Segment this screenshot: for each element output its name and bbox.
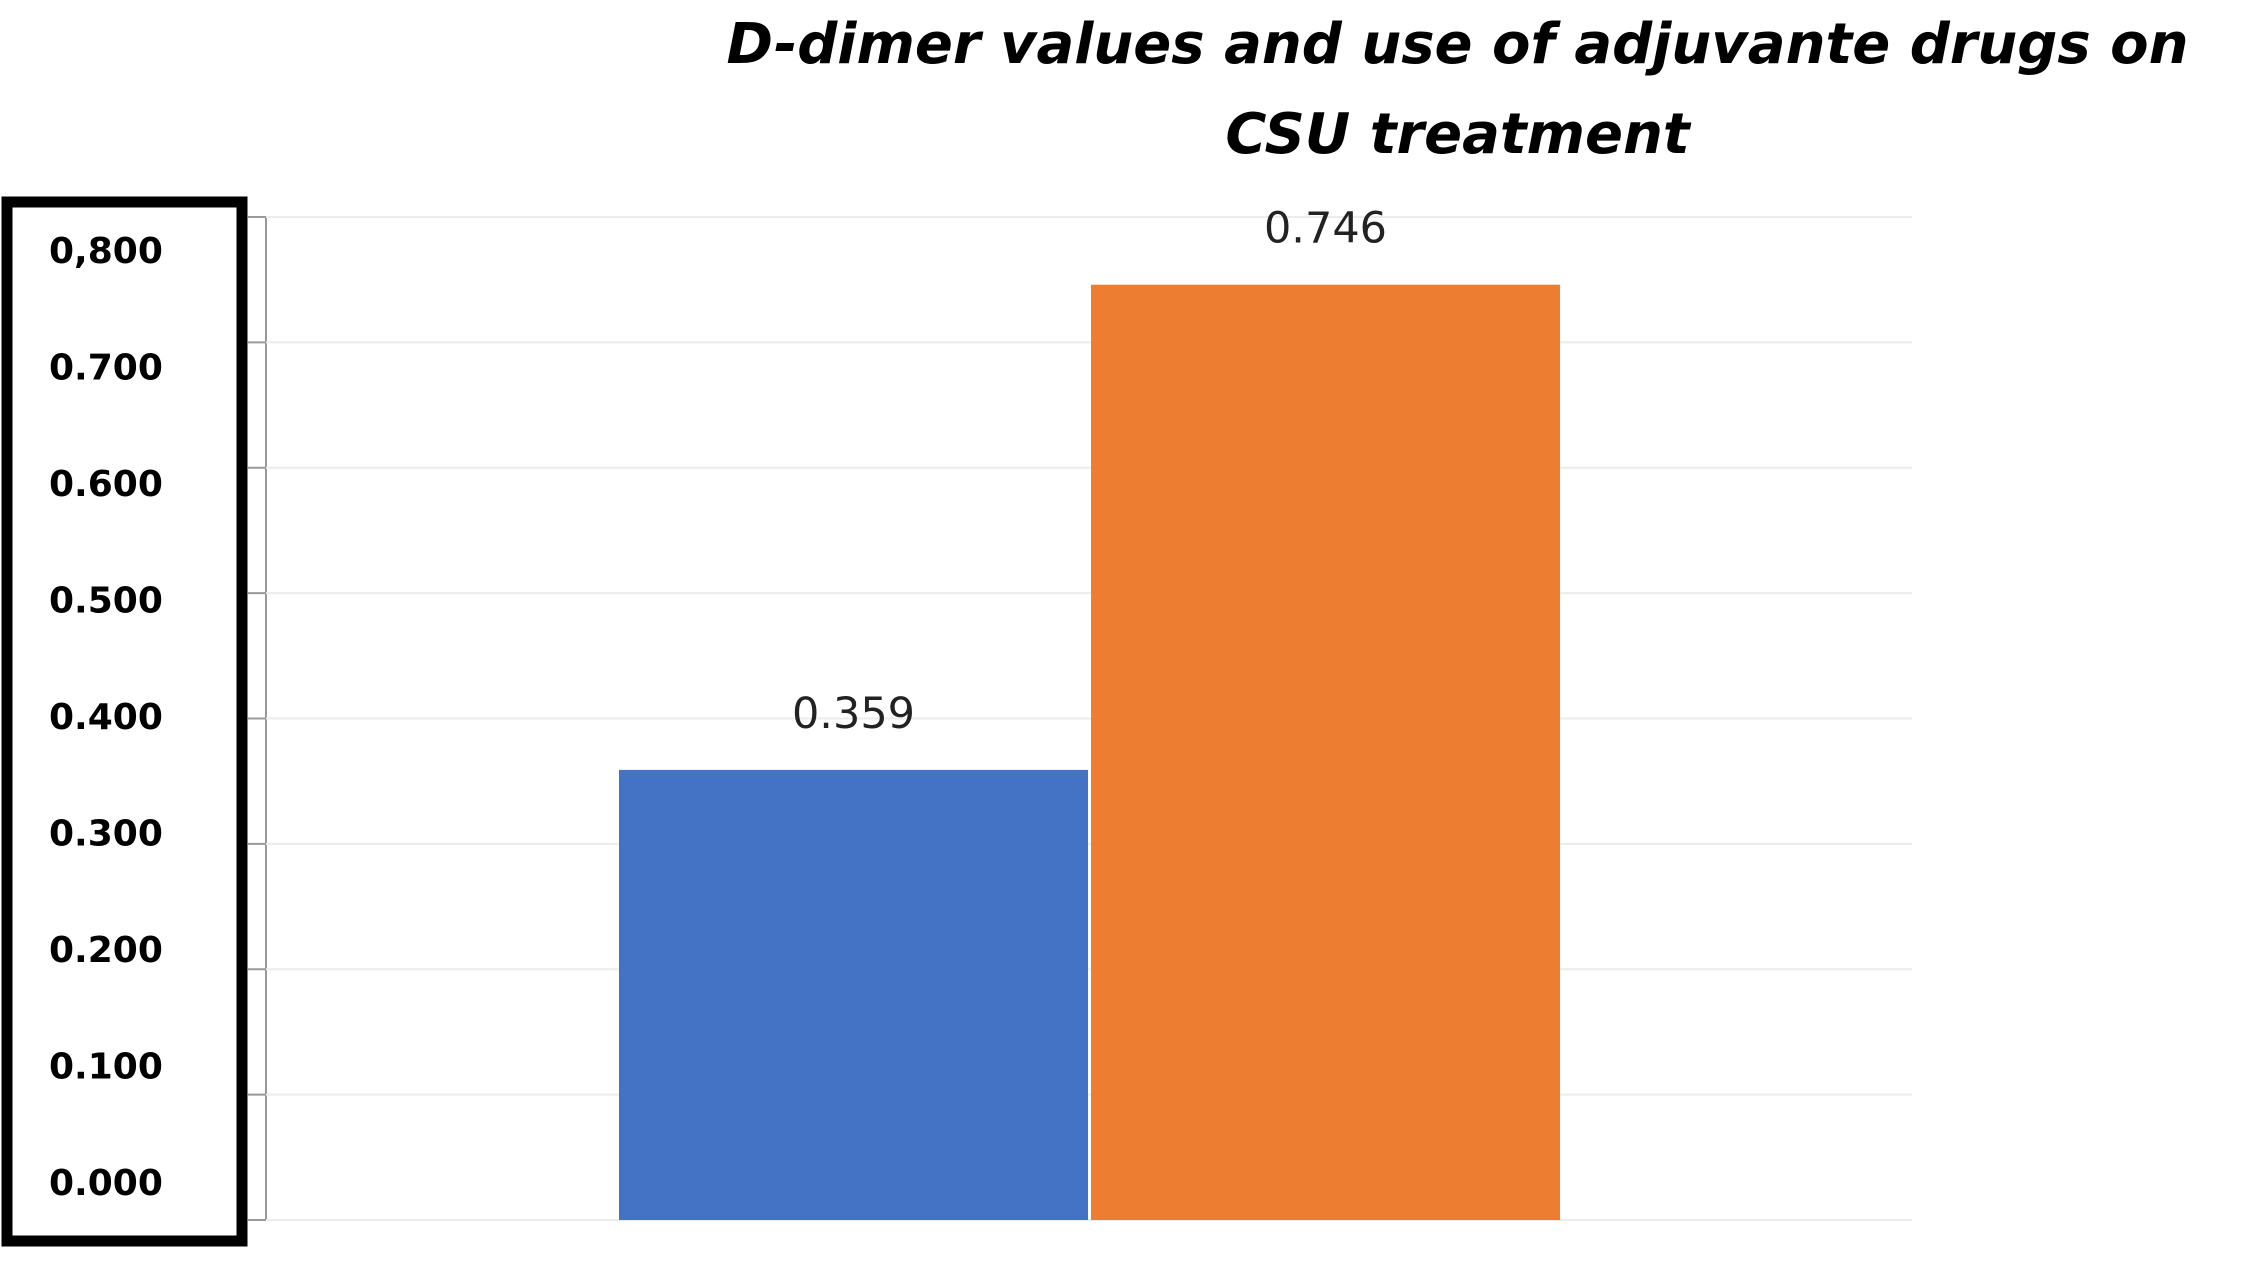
bar xyxy=(619,769,1088,1220)
bar xyxy=(1091,284,1560,1220)
data-label: 0.746 xyxy=(1264,204,1387,254)
y-tick-label: 0.000 xyxy=(49,1163,163,1204)
y-tick-label: 0.100 xyxy=(49,1047,163,1088)
data-label: 0.359 xyxy=(792,689,915,739)
y-tick-label: 0.200 xyxy=(49,930,163,971)
y-tick-label: 0.300 xyxy=(49,814,163,855)
axis-box xyxy=(1,196,248,1247)
y-tick-label: 0.700 xyxy=(49,348,163,389)
chart-title: D-dimer values and use of adjuvante drug… xyxy=(726,12,2189,167)
y-tick-label: 0.500 xyxy=(49,581,163,622)
y-tick-label: 0,800 xyxy=(49,231,163,272)
y-tick-label: 0.400 xyxy=(49,697,163,738)
y-tick-label: 0.600 xyxy=(49,464,163,505)
